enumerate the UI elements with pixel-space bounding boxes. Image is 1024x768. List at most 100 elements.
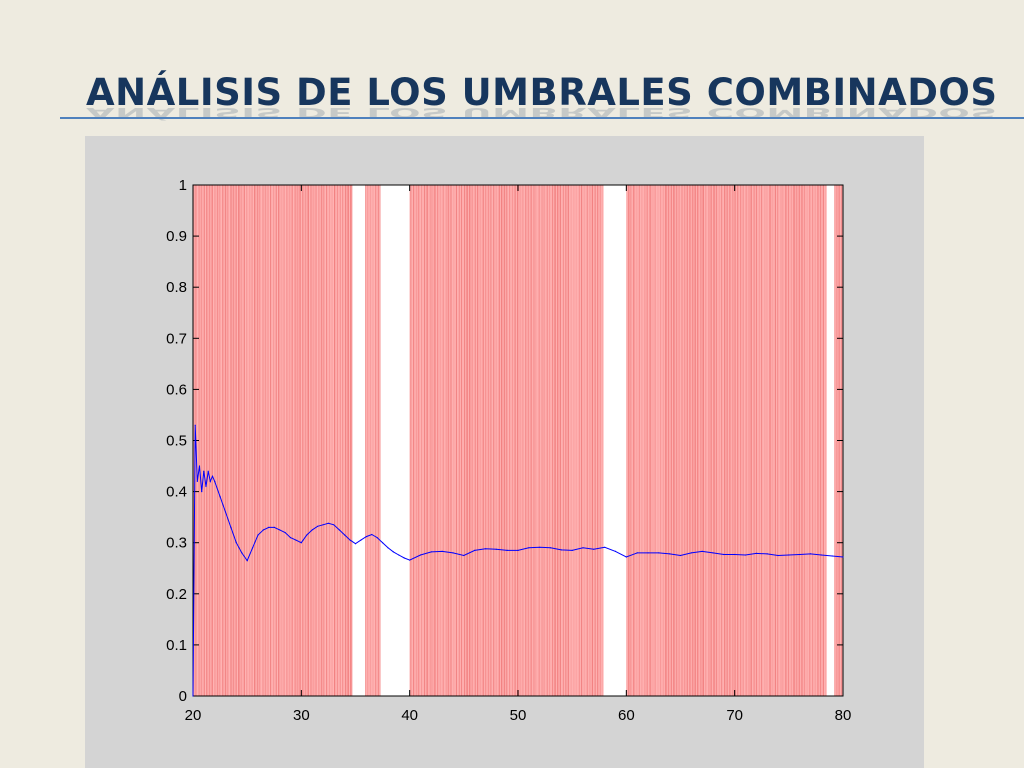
shaded-region-0	[193, 185, 353, 696]
data-point	[211, 475, 214, 477]
data-point	[766, 553, 768, 555]
data-point	[571, 549, 573, 551]
x-tick-label: 50	[510, 707, 527, 724]
data-point	[273, 526, 275, 528]
data-point	[344, 534, 346, 536]
y-tick-label: 0.2	[166, 586, 187, 603]
y-tick-label: 0.6	[166, 381, 187, 398]
data-point	[279, 529, 281, 531]
shaded-region-2-lines	[409, 185, 603, 696]
data-point	[311, 529, 313, 531]
y-tick-label: 0.4	[166, 484, 187, 501]
data-point	[636, 552, 638, 554]
data-point	[192, 695, 194, 697]
data-point	[349, 539, 351, 541]
data-point	[409, 559, 411, 561]
data-point	[452, 552, 454, 554]
line-chart: 20 30 40 50 60 70 80 0 0.1 0.2 0.3 0.4 0.5 0.6 0.7 0.8 0…	[166, 177, 851, 724]
data-point	[306, 534, 308, 536]
data-point	[317, 525, 319, 527]
data-point	[755, 552, 757, 554]
data-point	[403, 557, 405, 559]
x-tick-label: 60	[618, 707, 635, 724]
data-point	[214, 480, 216, 482]
data-point	[338, 529, 340, 531]
data-point	[398, 554, 400, 556]
data-point	[463, 554, 465, 557]
y-tick-label: 0.3	[166, 535, 187, 552]
x-tick-label: 30	[293, 707, 310, 724]
x-tick-label: 80	[835, 707, 852, 724]
data-point	[506, 549, 508, 551]
shaded-region-3-lines	[626, 185, 826, 696]
data-point	[777, 554, 779, 557]
data-point	[262, 529, 264, 531]
y-tick-label: 0.9	[166, 228, 187, 245]
shaded-region-1	[365, 185, 381, 696]
data-point	[517, 549, 519, 551]
data-point	[284, 531, 286, 534]
data-point	[658, 552, 660, 554]
data-point	[690, 552, 692, 554]
title-underline	[60, 117, 1024, 119]
data-point	[230, 526, 232, 528]
data-point	[539, 546, 541, 548]
data-point	[360, 539, 362, 541]
data-point	[744, 554, 747, 556]
slide-title: ANÁLISIS DE LOS UMBRALES COMBINADOS	[86, 71, 998, 114]
data-point	[219, 496, 221, 498]
data-point	[734, 553, 736, 556]
data-point	[354, 543, 357, 545]
shaded-regions	[193, 185, 844, 696]
data-point	[371, 533, 373, 536]
data-point	[712, 552, 714, 554]
data-point	[820, 554, 822, 556]
data-point	[257, 534, 259, 536]
data-point	[289, 537, 292, 539]
data-point	[241, 552, 243, 554]
shaded-region-1-lines	[365, 185, 381, 696]
data-point	[614, 550, 617, 552]
data-point	[196, 480, 198, 482]
data-point	[788, 554, 790, 556]
data-point	[194, 424, 196, 426]
data-point	[268, 526, 270, 528]
tick-labels: 20 30 40 50 60 70 80 0 0.1 0.2 0.3 0.4 0.5 0.6 0.7 0.8 0…	[166, 177, 851, 724]
data-point	[300, 542, 302, 544]
shaded-region-0-lines	[193, 185, 353, 696]
y-tick-label: 0.7	[166, 330, 187, 347]
data-point	[669, 553, 671, 555]
data-point	[799, 553, 801, 556]
data-point	[252, 547, 254, 549]
y-tick-label: 0.8	[166, 279, 187, 296]
shaded-region-2	[409, 185, 604, 696]
data-point	[392, 551, 394, 553]
data-point	[582, 547, 584, 549]
series-group	[192, 424, 844, 697]
data-point	[224, 511, 227, 513]
data-point	[295, 539, 297, 541]
data-point	[809, 553, 812, 555]
data-point	[484, 548, 487, 550]
x-tick-label: 40	[401, 707, 418, 724]
data-point	[701, 550, 703, 552]
data-point	[647, 552, 649, 554]
data-point	[333, 524, 335, 526]
data-point	[625, 556, 627, 558]
data-point	[842, 556, 844, 558]
data-point	[201, 491, 203, 493]
tick-marks	[192, 184, 844, 697]
data-point	[549, 547, 552, 549]
data-point	[593, 548, 595, 550]
data-point	[382, 542, 384, 544]
data-point	[198, 465, 201, 467]
data-point	[207, 470, 209, 472]
data-point	[387, 547, 389, 549]
data-point	[365, 536, 367, 538]
figure-panel: 20 30 40 50 60 70 80 0 0.1 0.2 0.3 0.4 0.5 0.6 0.7 0.8 0…	[85, 136, 924, 768]
y-tick-label: 1	[179, 177, 187, 194]
data-point	[246, 560, 248, 562]
data-point	[376, 537, 378, 539]
data-point	[723, 553, 725, 556]
data-point	[322, 524, 324, 526]
